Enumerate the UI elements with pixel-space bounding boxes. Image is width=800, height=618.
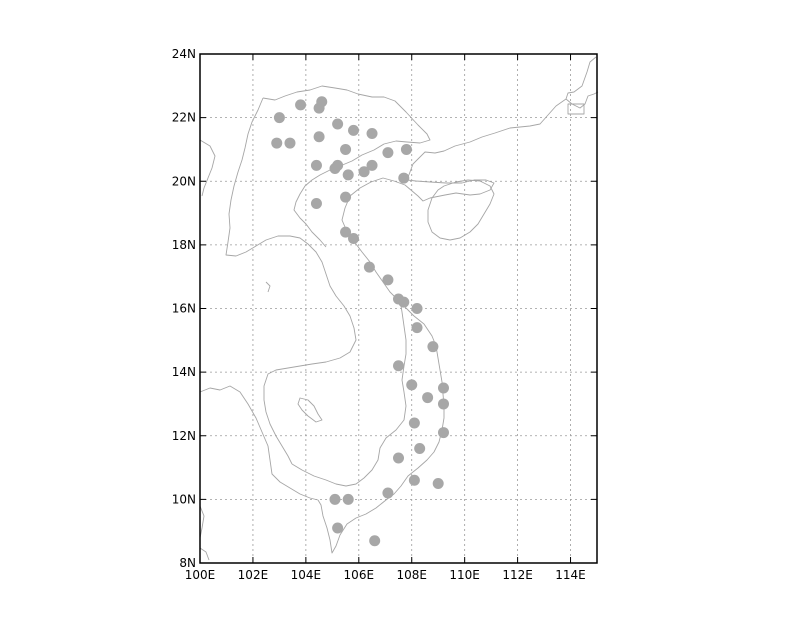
station-marker bbox=[400, 143, 412, 155]
station-marker bbox=[432, 477, 444, 489]
station-marker bbox=[363, 261, 375, 273]
lon-tick-label: 106E bbox=[344, 568, 375, 582]
station-marker bbox=[393, 452, 404, 464]
station-marker bbox=[366, 128, 378, 140]
station-marker bbox=[427, 341, 439, 353]
station-marker bbox=[393, 360, 404, 372]
station-marker bbox=[358, 166, 370, 178]
station-marker bbox=[332, 522, 344, 534]
lon-tick-label: 102E bbox=[238, 568, 269, 582]
station-marker bbox=[342, 169, 354, 181]
station-marker bbox=[437, 427, 449, 439]
station-marker bbox=[414, 442, 426, 454]
coastline-vietnam bbox=[317, 56, 597, 554]
station-marker bbox=[348, 124, 360, 136]
lat-tick-label: 16N bbox=[172, 302, 196, 316]
border-laos-west bbox=[225, 97, 357, 465]
station-marker bbox=[366, 159, 378, 171]
station-marker bbox=[348, 233, 360, 245]
lon-tick-label: 114E bbox=[555, 568, 586, 582]
station-marker bbox=[295, 99, 307, 111]
station-marker bbox=[369, 535, 381, 547]
station-marker bbox=[329, 493, 341, 505]
station-marker bbox=[332, 118, 344, 130]
station-marker bbox=[310, 159, 322, 171]
station-marker bbox=[340, 191, 352, 203]
lat-tick-label: 20N bbox=[172, 174, 196, 188]
station-marker bbox=[382, 487, 394, 499]
lat-tick-labels: 8N 10N 12N 14N 16N 18N 20N 22N 24N bbox=[172, 47, 196, 570]
station-marker bbox=[411, 303, 423, 314]
station-marker bbox=[313, 131, 325, 143]
coast-thailand-gulf bbox=[199, 385, 319, 501]
station-marker bbox=[273, 112, 285, 124]
station-marker bbox=[437, 398, 449, 410]
lon-tick-label: 110E bbox=[449, 568, 480, 582]
lon-tick-label: 100E bbox=[185, 568, 216, 582]
station-marker bbox=[382, 147, 394, 159]
lon-tick-label: 104E bbox=[291, 568, 322, 582]
lat-tick-label: 14N bbox=[172, 365, 196, 379]
lat-tick-label: 18N bbox=[172, 238, 196, 252]
station-marker bbox=[408, 474, 420, 486]
station-marker bbox=[437, 382, 449, 394]
coast-northeast bbox=[565, 91, 599, 115]
station-markers bbox=[271, 96, 449, 547]
lon-tick-label: 112E bbox=[502, 568, 533, 582]
hainan-island bbox=[427, 179, 495, 241]
station-marker bbox=[284, 137, 296, 149]
lat-tick-label: 8N bbox=[179, 556, 196, 570]
station-marker bbox=[398, 296, 410, 308]
lon-tick-labels: 100E 102E 104E 106E 108E 110E 112E 114E bbox=[185, 568, 586, 582]
coast-west-edge bbox=[199, 139, 216, 197]
lon-tick-label: 108E bbox=[396, 568, 427, 582]
station-marker bbox=[342, 493, 354, 505]
station-marker bbox=[340, 226, 352, 238]
lat-tick-label: 24N bbox=[172, 47, 196, 61]
station-marker bbox=[332, 159, 344, 171]
station-marker bbox=[316, 96, 328, 108]
station-marker bbox=[411, 322, 423, 334]
station-marker bbox=[422, 392, 434, 404]
small-feature-1 bbox=[265, 281, 271, 293]
lat-tick-label: 12N bbox=[172, 429, 196, 443]
coastline-north-inland bbox=[262, 85, 431, 248]
station-marker bbox=[340, 143, 352, 155]
border-cambodia bbox=[291, 299, 407, 487]
station-marker bbox=[398, 172, 410, 184]
station-marker bbox=[406, 379, 418, 391]
tonle-sap-lake bbox=[297, 397, 323, 423]
station-marker bbox=[382, 274, 394, 286]
coast-southwest-edge bbox=[199, 505, 210, 561]
coastlines bbox=[199, 56, 599, 561]
gridlines bbox=[200, 54, 597, 563]
tick-marks bbox=[199, 53, 597, 564]
station-marker bbox=[310, 198, 322, 210]
lat-tick-label: 22N bbox=[172, 111, 196, 125]
station-marker bbox=[271, 137, 283, 149]
lat-tick-label: 10N bbox=[172, 492, 196, 506]
station-marker bbox=[408, 417, 420, 429]
map-frame bbox=[199, 53, 598, 564]
